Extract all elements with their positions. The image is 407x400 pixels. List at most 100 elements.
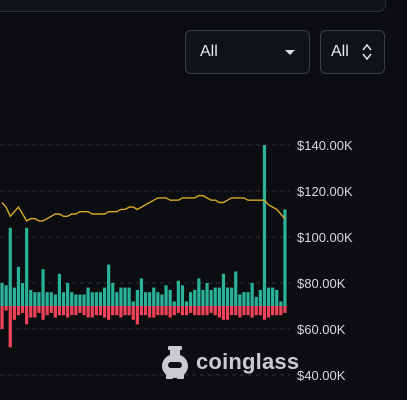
inflow-bar <box>250 283 254 306</box>
inflow-bar <box>221 273 226 306</box>
inflow-bar <box>258 289 262 306</box>
outflow-bar <box>57 306 62 316</box>
outflow-bar <box>115 306 119 316</box>
inflow-bar <box>242 292 246 306</box>
inflow-bar <box>139 278 144 306</box>
outflow-bar <box>180 306 185 316</box>
inflow-bar <box>131 301 135 306</box>
outflow-bar <box>172 306 176 316</box>
inflow-bar <box>197 278 201 306</box>
inflow-bar <box>74 294 78 306</box>
outflow-bar <box>107 306 111 320</box>
outflow-bar <box>33 306 37 318</box>
outflow-bar <box>213 306 217 316</box>
outflow-bar <box>152 306 156 318</box>
outflow-bar <box>61 306 66 316</box>
outflow-bar <box>168 306 172 318</box>
outflow-bar <box>111 306 115 316</box>
inflow-bar <box>33 292 37 306</box>
outflow-bar <box>279 306 283 316</box>
inflow-bar <box>20 283 25 306</box>
up-down-chevron-icon <box>362 43 372 61</box>
inflow-bar <box>37 292 41 306</box>
inflow-bar <box>271 287 275 306</box>
inflow-bar <box>49 292 53 306</box>
inflow-bar <box>184 301 189 306</box>
watermark: coinglass <box>160 344 299 380</box>
outflow-bar <box>148 306 152 318</box>
inflow-bar <box>102 287 107 306</box>
inflow-bar <box>0 283 4 306</box>
outflow-bar <box>238 306 242 318</box>
outflow-bar <box>275 306 279 316</box>
price-line-layer <box>1 194 286 222</box>
inflow-bar <box>217 287 221 306</box>
inflow-bar <box>61 292 66 306</box>
chevron-down-icon <box>285 50 295 55</box>
outflow-bar <box>45 306 49 316</box>
inflow-bar <box>115 292 119 306</box>
outflow-bar <box>8 306 12 348</box>
outflow-bar <box>262 306 267 320</box>
inflow-bar <box>254 296 258 306</box>
outflow-bar <box>66 306 70 318</box>
top-panel-edge <box>0 0 386 12</box>
outflow-bar <box>90 306 94 318</box>
outflow-bar <box>102 306 107 318</box>
inflow-bar <box>225 287 230 306</box>
inflow-bar <box>25 227 29 306</box>
outflow-bar <box>29 306 33 318</box>
inflow-bar <box>234 271 238 306</box>
inflow-bar <box>201 289 205 306</box>
outflow-bar <box>119 306 123 318</box>
outflow-bar <box>209 306 213 313</box>
y-tick-label: $40.00K <box>297 368 346 383</box>
inflow-bar <box>12 287 16 306</box>
outflow-bar <box>53 306 57 318</box>
inflow-bar <box>205 283 209 306</box>
inflow-bar <box>111 283 115 306</box>
outflow-bar <box>20 306 25 313</box>
inflow-bar <box>172 301 176 306</box>
inflow-bar <box>189 292 193 306</box>
outflow-bar <box>139 306 144 316</box>
outflow-bar <box>78 306 82 313</box>
inflow-bar <box>160 294 164 306</box>
outflow-bar <box>156 306 160 316</box>
outflow-bar <box>123 306 127 316</box>
inflow-bar <box>119 287 123 306</box>
outflow-bar <box>25 306 29 325</box>
inflow-bar <box>262 145 267 306</box>
outflow-bar <box>234 306 238 316</box>
outflow-bar <box>94 306 98 316</box>
inflow-bar <box>66 283 70 306</box>
coinglass-logo-icon <box>162 346 188 379</box>
inflow-bar <box>180 285 185 306</box>
outflow-bar <box>205 306 209 316</box>
y-tick-label: $140.00K <box>297 138 353 153</box>
inflow-bar <box>266 287 271 306</box>
outflow-bar <box>164 306 168 316</box>
inflow-bar <box>107 264 111 306</box>
range-select[interactable]: All <box>185 30 310 74</box>
inflow-bar <box>193 289 197 306</box>
inflow-bar <box>127 287 131 306</box>
inflow-bar <box>123 287 127 306</box>
inflow-bar <box>78 294 82 306</box>
outflow-bar <box>70 306 74 316</box>
outflow-bar <box>266 306 271 318</box>
inflow-bar <box>209 289 213 306</box>
outflow-bar <box>193 306 197 316</box>
outflow-bars <box>0 306 287 348</box>
series-select[interactable]: All <box>320 30 385 74</box>
outflow-bar <box>283 306 287 313</box>
outflow-bar <box>135 306 139 325</box>
outflow-bar <box>41 306 45 320</box>
price-line <box>1 194 286 222</box>
grid-lines <box>0 144 290 376</box>
outflow-bar <box>74 306 78 316</box>
inflow-bar <box>176 280 180 306</box>
inflow-bar <box>4 285 8 306</box>
outflow-bar <box>254 306 258 316</box>
outflow-bar <box>246 306 250 316</box>
